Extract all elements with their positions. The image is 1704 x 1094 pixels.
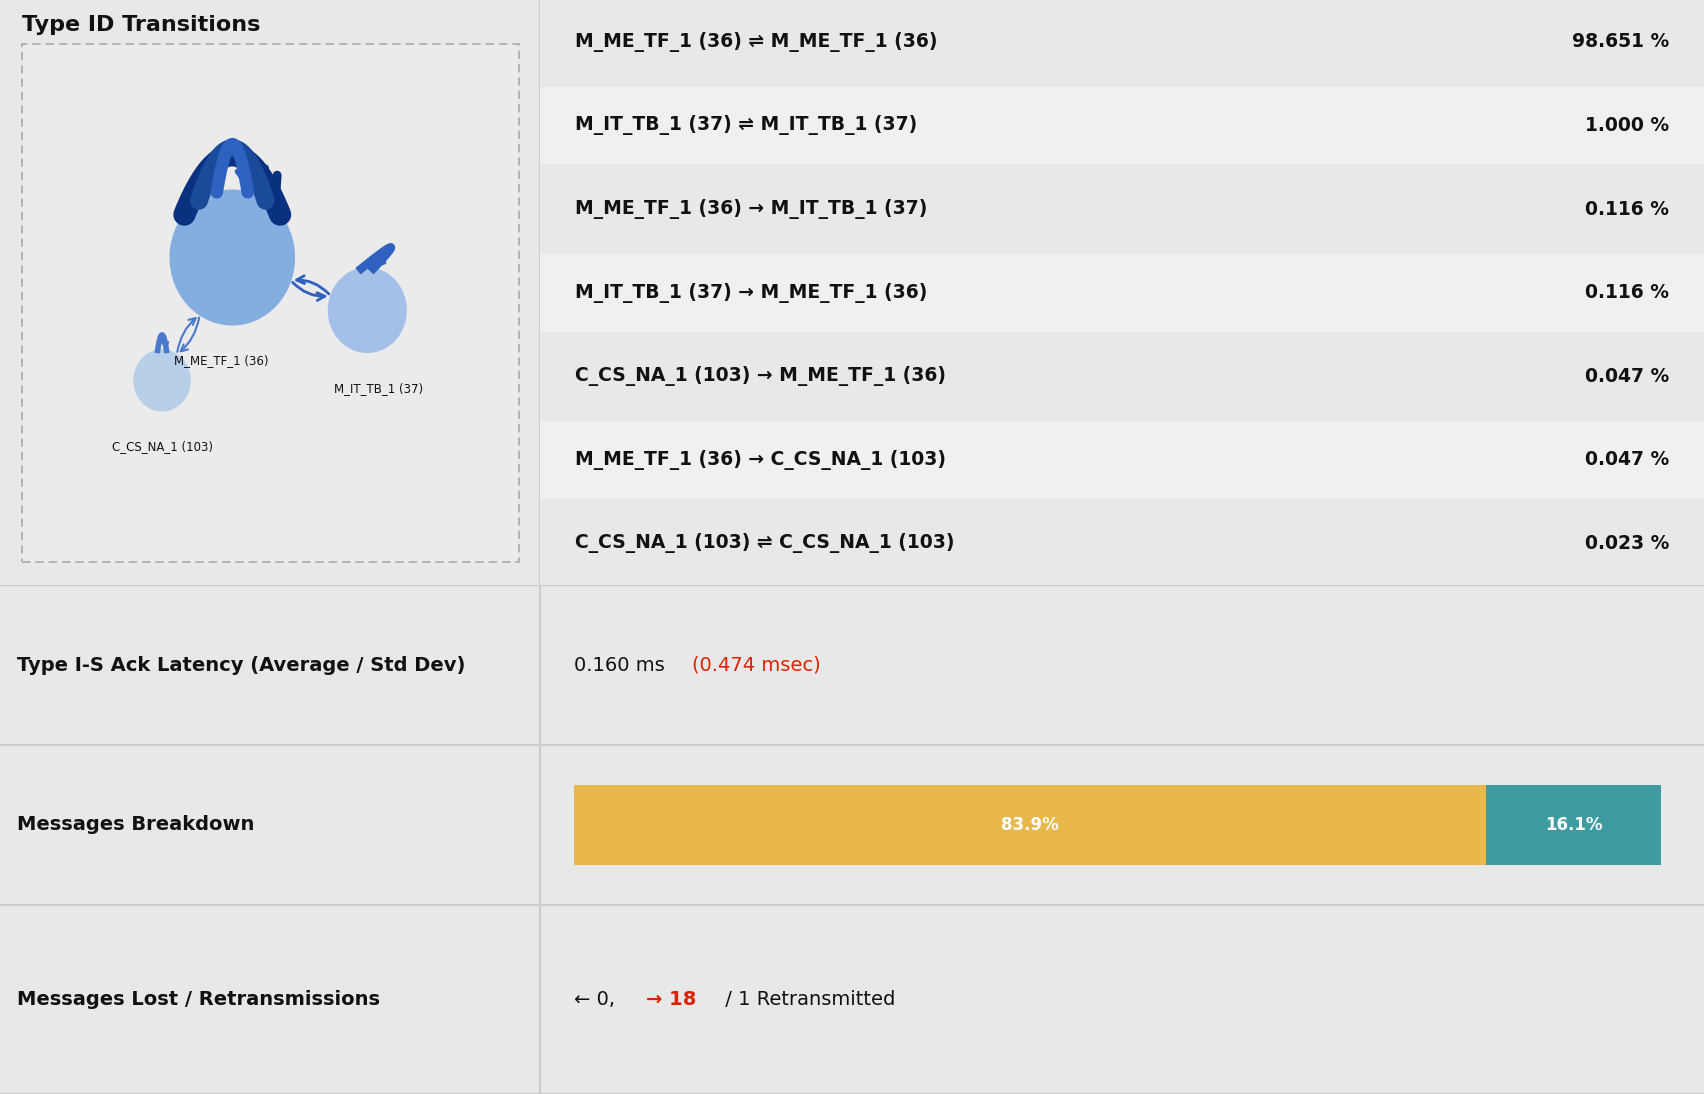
Text: M_ME_TF_1 (36) → M_IT_TB_1 (37): M_ME_TF_1 (36) → M_IT_TB_1 (37): [574, 199, 927, 219]
Text: 0.023 %: 0.023 %: [1585, 534, 1670, 552]
Text: 16.1%: 16.1%: [1546, 816, 1603, 834]
Text: M_IT_TB_1 (37) → M_ME_TF_1 (36): M_IT_TB_1 (37) → M_ME_TF_1 (36): [574, 282, 927, 303]
Text: Type ID Transitions: Type ID Transitions: [22, 14, 261, 35]
Text: M_ME_TF_1 (36): M_ME_TF_1 (36): [174, 354, 269, 368]
Circle shape: [170, 190, 295, 325]
Bar: [540, 86, 1704, 164]
Text: M_IT_TB_1 (37) ⇌ M_IT_TB_1 (37): M_IT_TB_1 (37) ⇌ M_IT_TB_1 (37): [574, 116, 917, 136]
Circle shape: [329, 268, 406, 352]
Bar: [540, 504, 1704, 582]
Text: ← 0,: ← 0,: [574, 990, 622, 1009]
Text: 1.000 %: 1.000 %: [1585, 116, 1670, 135]
Text: Type I-S Ack Latency (Average / Std Dev): Type I-S Ack Latency (Average / Std Dev): [17, 655, 465, 675]
Text: 0.116 %: 0.116 %: [1585, 199, 1670, 219]
Bar: [540, 421, 1704, 499]
Text: M_ME_TF_1 (36) → C_CS_NA_1 (103): M_ME_TF_1 (36) → C_CS_NA_1 (103): [574, 450, 946, 469]
Text: C_CS_NA_1 (103): C_CS_NA_1 (103): [111, 440, 213, 453]
Bar: [574, 785, 1486, 864]
Text: 0.116 %: 0.116 %: [1585, 283, 1670, 302]
Bar: [1486, 785, 1661, 864]
Text: 0.047 %: 0.047 %: [1585, 451, 1670, 469]
Text: (0.474 msec): (0.474 msec): [692, 655, 821, 675]
Text: / 1 Retransmitted: / 1 Retransmitted: [719, 990, 896, 1009]
Circle shape: [135, 350, 191, 411]
Bar: [540, 3, 1704, 81]
Text: → 18: → 18: [646, 990, 697, 1009]
Text: 0.160 ms: 0.160 ms: [574, 655, 671, 675]
Text: Messages Lost / Retransmissions: Messages Lost / Retransmissions: [17, 990, 380, 1009]
Text: 98.651 %: 98.651 %: [1571, 33, 1670, 51]
Text: M_ME_TF_1 (36) ⇌ M_ME_TF_1 (36): M_ME_TF_1 (36) ⇌ M_ME_TF_1 (36): [574, 32, 937, 51]
Text: M_IT_TB_1 (37): M_IT_TB_1 (37): [334, 382, 423, 395]
Text: C_CS_NA_1 (103) ⇌ C_CS_NA_1 (103): C_CS_NA_1 (103) ⇌ C_CS_NA_1 (103): [574, 534, 954, 554]
Bar: [540, 171, 1704, 248]
Bar: [540, 254, 1704, 331]
Text: 83.9%: 83.9%: [1002, 816, 1060, 834]
Bar: [22, 44, 518, 562]
Bar: [540, 337, 1704, 415]
Text: Messages Breakdown: Messages Breakdown: [17, 815, 254, 835]
Text: 0.047 %: 0.047 %: [1585, 366, 1670, 386]
Text: C_CS_NA_1 (103) → M_ME_TF_1 (36): C_CS_NA_1 (103) → M_ME_TF_1 (36): [574, 366, 946, 386]
